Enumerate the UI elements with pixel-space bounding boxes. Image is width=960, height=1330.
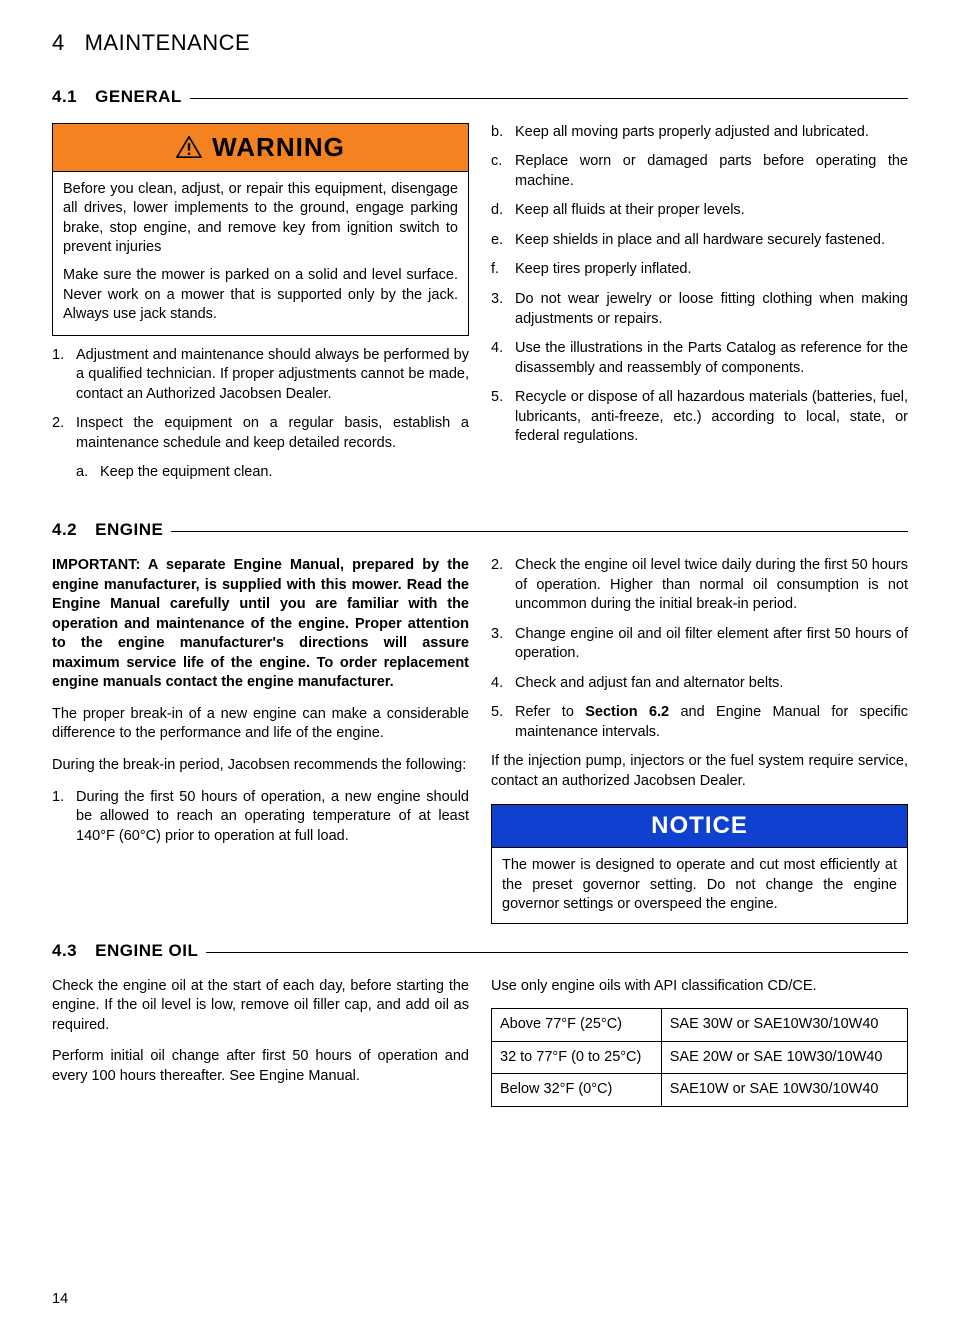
list-item: 4.Check and adjust fan and alternator be… — [491, 674, 908, 694]
chapter-num: 4 — [52, 30, 65, 55]
table-row: 32 to 77°F (0 to 25°C) SAE 20W or SAE 10… — [492, 1041, 908, 1074]
list-item: 3.Do not wear jewelry or loose fitting c… — [491, 290, 908, 329]
table-cell: SAE 30W or SAE10W30/10W40 — [661, 1009, 907, 1042]
list-item: 2. Inspect the equipment on a regular ba… — [52, 414, 469, 493]
table-cell: SAE10W or SAE 10W30/10W40 — [661, 1074, 907, 1107]
chapter-name: MAINTENANCE — [85, 30, 251, 55]
table-cell: Below 32°F (0°C) — [492, 1074, 662, 1107]
list-text: Check the engine oil level twice daily d… — [515, 556, 908, 615]
list-text: Recycle or dispose of all hazardous mate… — [515, 388, 908, 447]
notice-header: NOTICE — [492, 805, 907, 848]
list-text: Inspect the equipment on a regular basis… — [76, 415, 469, 451]
list-text: Keep shields in place and all hardware s… — [515, 231, 885, 251]
list-text: Keep all fluids at their proper levels. — [515, 201, 745, 221]
notice-box: NOTICE The mower is designed to operate … — [491, 804, 908, 924]
section-title: GENERAL — [95, 86, 182, 109]
notice-body: The mower is designed to operate and cut… — [492, 848, 907, 923]
oil-p1: Check the engine oil at the start of eac… — [52, 977, 469, 1036]
list-item: c.Replace worn or damaged parts before o… — [491, 152, 908, 191]
warning-header: WARNING — [53, 124, 468, 172]
general-left-list: 1.Adjustment and maintenance should alwa… — [52, 346, 469, 493]
list-item: 2.Check the engine oil level twice daily… — [491, 556, 908, 615]
table-row: Below 32°F (0°C) SAE10W or SAE 10W30/10W… — [492, 1074, 908, 1107]
list-text: Keep all moving parts properly adjusted … — [515, 123, 869, 143]
list-item: 5.Recycle or dispose of all hazardous ma… — [491, 388, 908, 447]
list-text: Change engine oil and oil filter element… — [515, 625, 908, 664]
engine-right-list: 2.Check the engine oil level twice daily… — [491, 556, 908, 743]
list-item: d.Keep all fluids at their proper levels… — [491, 201, 908, 221]
list-item: 1.During the first 50 hours of operation… — [52, 788, 469, 847]
list-item: 5.Refer to Section 6.2 and Engine Manual… — [491, 703, 908, 742]
warning-title: WARNING — [212, 130, 345, 165]
alert-triangle-icon — [176, 135, 202, 159]
table-cell: Above 77°F (25°C) — [492, 1009, 662, 1042]
list-item: b.Keep all moving parts properly adjuste… — [491, 123, 908, 143]
table-cell: 32 to 77°F (0 to 25°C) — [492, 1041, 662, 1074]
list-item: a.Keep the equipment clean. — [76, 463, 469, 483]
list-text: Do not wear jewelry or loose fitting clo… — [515, 290, 908, 329]
warning-box: WARNING Before you clean, adjust, or rep… — [52, 123, 469, 336]
section-num: 4.1 — [52, 86, 77, 109]
heading-rule — [206, 952, 908, 953]
oil-table: Above 77°F (25°C) SAE 30W or SAE10W30/10… — [491, 1008, 908, 1107]
list-item: e.Keep shields in place and all hardware… — [491, 231, 908, 251]
list-item: 3.Change engine oil and oil filter eleme… — [491, 625, 908, 664]
table-cell: SAE 20W or SAE 10W30/10W40 — [661, 1041, 907, 1074]
heading-rule — [171, 531, 908, 532]
list-text: Keep the equipment clean. — [100, 463, 273, 483]
section-title: ENGINE — [95, 519, 163, 542]
page-number: 14 — [52, 1290, 68, 1310]
warning-body: Before you clean, adjust, or repair this… — [53, 172, 468, 335]
chapter-title: 4 MAINTENANCE — [52, 28, 908, 58]
list-text: During the first 50 hours of operation, … — [76, 788, 469, 847]
list-item: 4.Use the illustrations in the Parts Cat… — [491, 339, 908, 378]
engine-important: IMPORTANT: A separate Engine Manual, pre… — [52, 556, 469, 693]
engine-right-p: If the injection pump, injectors or the … — [491, 752, 908, 791]
list-text: Refer to Section 6.2 and Engine Manual f… — [515, 703, 908, 742]
section-heading-general: 4.1 GENERAL — [52, 86, 908, 109]
section-title: ENGINE OIL — [95, 940, 198, 963]
list-text: Adjustment and maintenance should always… — [76, 346, 469, 405]
section-heading-engine-oil: 4.3 ENGINE OIL — [52, 940, 908, 963]
warning-p1: Before you clean, adjust, or repair this… — [63, 180, 458, 258]
engine-p2: During the break-in period, Jacobsen rec… — [52, 756, 469, 776]
list-text: Replace worn or damaged parts before ope… — [515, 152, 908, 191]
oil-p2: Perform initial oil change after first 5… — [52, 1047, 469, 1086]
section-num: 4.3 — [52, 940, 77, 963]
section-heading-engine: 4.2 ENGINE — [52, 519, 908, 542]
section-num: 4.2 — [52, 519, 77, 542]
list-item: 1.Adjustment and maintenance should alwa… — [52, 346, 469, 405]
list-text: Check and adjust fan and alternator belt… — [515, 674, 783, 694]
list-text: Keep tires properly inflated. — [515, 260, 692, 280]
general-right-list: 3.Do not wear jewelry or loose fitting c… — [491, 290, 908, 447]
engine-left-list: 1.During the first 50 hours of operation… — [52, 788, 469, 847]
engine-p1: The proper break-in of a new engine can … — [52, 705, 469, 744]
list-text: Use the illustrations in the Parts Catal… — [515, 339, 908, 378]
warning-p2: Make sure the mower is parked on a solid… — [63, 266, 458, 325]
general-right-letters: b.Keep all moving parts properly adjuste… — [491, 123, 908, 280]
oil-right-p: Use only engine oils with API classifica… — [491, 977, 908, 997]
list-item: f.Keep tires properly inflated. — [491, 260, 908, 280]
heading-rule — [190, 98, 908, 99]
table-row: Above 77°F (25°C) SAE 30W or SAE10W30/10… — [492, 1009, 908, 1042]
